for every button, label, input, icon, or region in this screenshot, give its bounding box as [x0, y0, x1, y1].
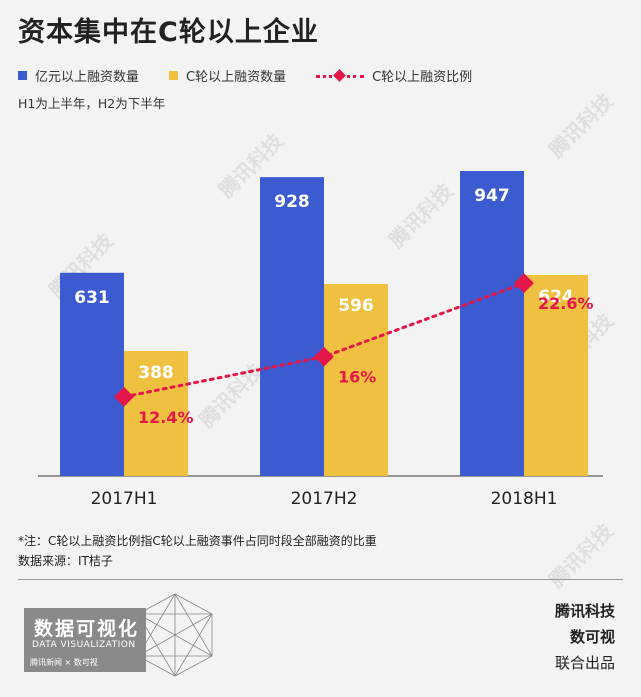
ratio-marker [514, 273, 534, 294]
credit-line: 数可视 [569, 628, 615, 646]
footnote-source: 数据来源：IT桔子 [18, 554, 113, 568]
bar-series1 [260, 177, 324, 476]
legend-item-series2: C轮以上融资数量 [169, 66, 286, 85]
bar-value-label: 631 [74, 288, 110, 308]
page-title: 资本集中在C轮以上企业 [18, 17, 319, 48]
logo-title: 数据可视化 [34, 618, 140, 640]
bar-value-label: 624 [538, 287, 574, 307]
bar-value-label: 947 [474, 186, 510, 206]
ratio-value-label: 16% [338, 368, 376, 387]
logo-polyhedron-graphic [137, 593, 213, 677]
legend-label: 亿元以上融资数量 [35, 70, 140, 85]
bar-value-label: 596 [338, 296, 374, 316]
ratio-marker [314, 346, 334, 367]
x-tick-label: 2018H1 [491, 489, 558, 509]
credits: 腾讯科技 数可视 联合出品 [555, 598, 615, 676]
legend-label: C轮以上融资数量 [186, 70, 287, 85]
logo: 数据可视化 DATA VISUALIZATION 腾讯新闻 × 数可视 [24, 608, 146, 672]
bar-series2 [524, 275, 588, 476]
legend-line-marker [316, 68, 365, 82]
ratio-value-label: 12.4% [138, 408, 194, 427]
bar-series2 [124, 351, 188, 476]
bar-series1 [460, 171, 524, 476]
x-tick-label: 2017H1 [91, 489, 158, 509]
legend-item-series1: 亿元以上融资数量 [18, 66, 139, 85]
divider [18, 579, 623, 580]
logo-subtitle: DATA VISUALIZATION [32, 640, 136, 650]
x-tick-label: 2017H2 [291, 489, 358, 509]
legend-swatch-yellow [169, 71, 179, 80]
footnote-definition: *注：C轮以上融资比例指C轮以上融资事件占同时段全部融资的比重 [18, 534, 377, 548]
bar-series2 [324, 284, 388, 476]
credit-line: 联合出品 [554, 654, 615, 672]
bar-value-label: 388 [138, 363, 174, 383]
credit-line: 腾讯科技 [554, 602, 615, 620]
legend-item-series3: C轮以上融资比例 [316, 66, 472, 85]
ratio-marker [114, 386, 134, 407]
chart: 631 388 2017H1 928 596 2017H2 947 624 2018H1 12.4… [38, 171, 603, 509]
footnote: *注：C轮以上融资比例指C轮以上融资事件占同时段全部融资的比重 数据来源：IT桔… [18, 531, 377, 571]
legend: 亿元以上融资数量 C轮以上融资数量 C轮以上融资比例 [18, 66, 628, 85]
bar-series1 [60, 272, 124, 476]
half-year-note: H1为上半年，H2为下半年 [18, 96, 166, 111]
ratio-value-label: 22.6% [538, 294, 594, 313]
legend-swatch-blue [18, 71, 27, 80]
bar-value-label: 928 [274, 192, 310, 212]
logo-partners: 腾讯新闻 × 数可视 [30, 658, 98, 667]
legend-label: C轮以上融资比例 [372, 70, 473, 85]
